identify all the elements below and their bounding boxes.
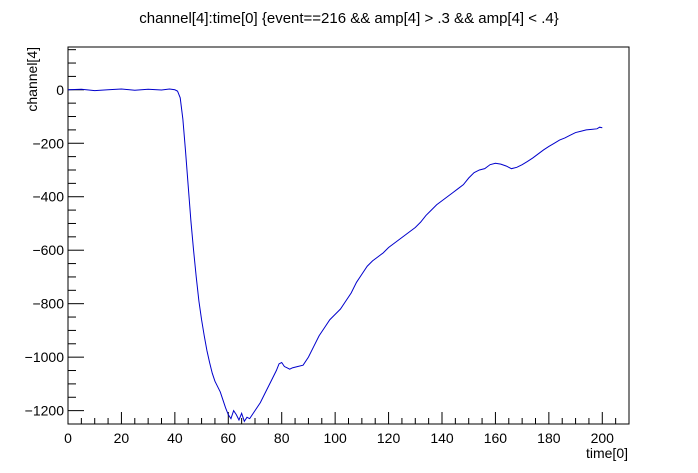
y-tick-label: −600 xyxy=(32,242,64,258)
y-tick-label: −1200 xyxy=(25,403,65,419)
axis-tick-labels: 0 20 40 60 80 100 120 140 160 180 200 0 −200 −400 −600… xyxy=(25,82,615,446)
chart-title: channel[4]:time[0] {event==216 && amp[4]… xyxy=(139,10,558,27)
x-tick-label: 20 xyxy=(114,430,130,446)
x-tick-label: 60 xyxy=(220,430,236,446)
x-axis-label: time[0] xyxy=(586,445,628,461)
y-tick-label: −1000 xyxy=(25,349,65,365)
x-tick-label: 100 xyxy=(323,430,347,446)
y-axis-label: channel[4] xyxy=(24,47,40,112)
x-tick-label: 40 xyxy=(167,430,183,446)
x-tick-label: 160 xyxy=(484,430,508,446)
axis-ticks xyxy=(67,49,630,425)
x-tick-label: 140 xyxy=(430,430,454,446)
y-tick-label: −800 xyxy=(32,296,64,312)
x-tick-label: 80 xyxy=(274,430,290,446)
plot-frame xyxy=(67,46,630,425)
y-tick-label: 0 xyxy=(56,82,64,98)
x-tick-label: 180 xyxy=(537,430,561,446)
y-tick-label: −400 xyxy=(32,189,64,205)
series-line xyxy=(67,88,603,423)
x-tick-label: 200 xyxy=(591,430,615,446)
x-tick-label: 0 xyxy=(64,430,72,446)
x-tick-label: 120 xyxy=(377,430,401,446)
y-tick-label: −200 xyxy=(32,135,64,151)
